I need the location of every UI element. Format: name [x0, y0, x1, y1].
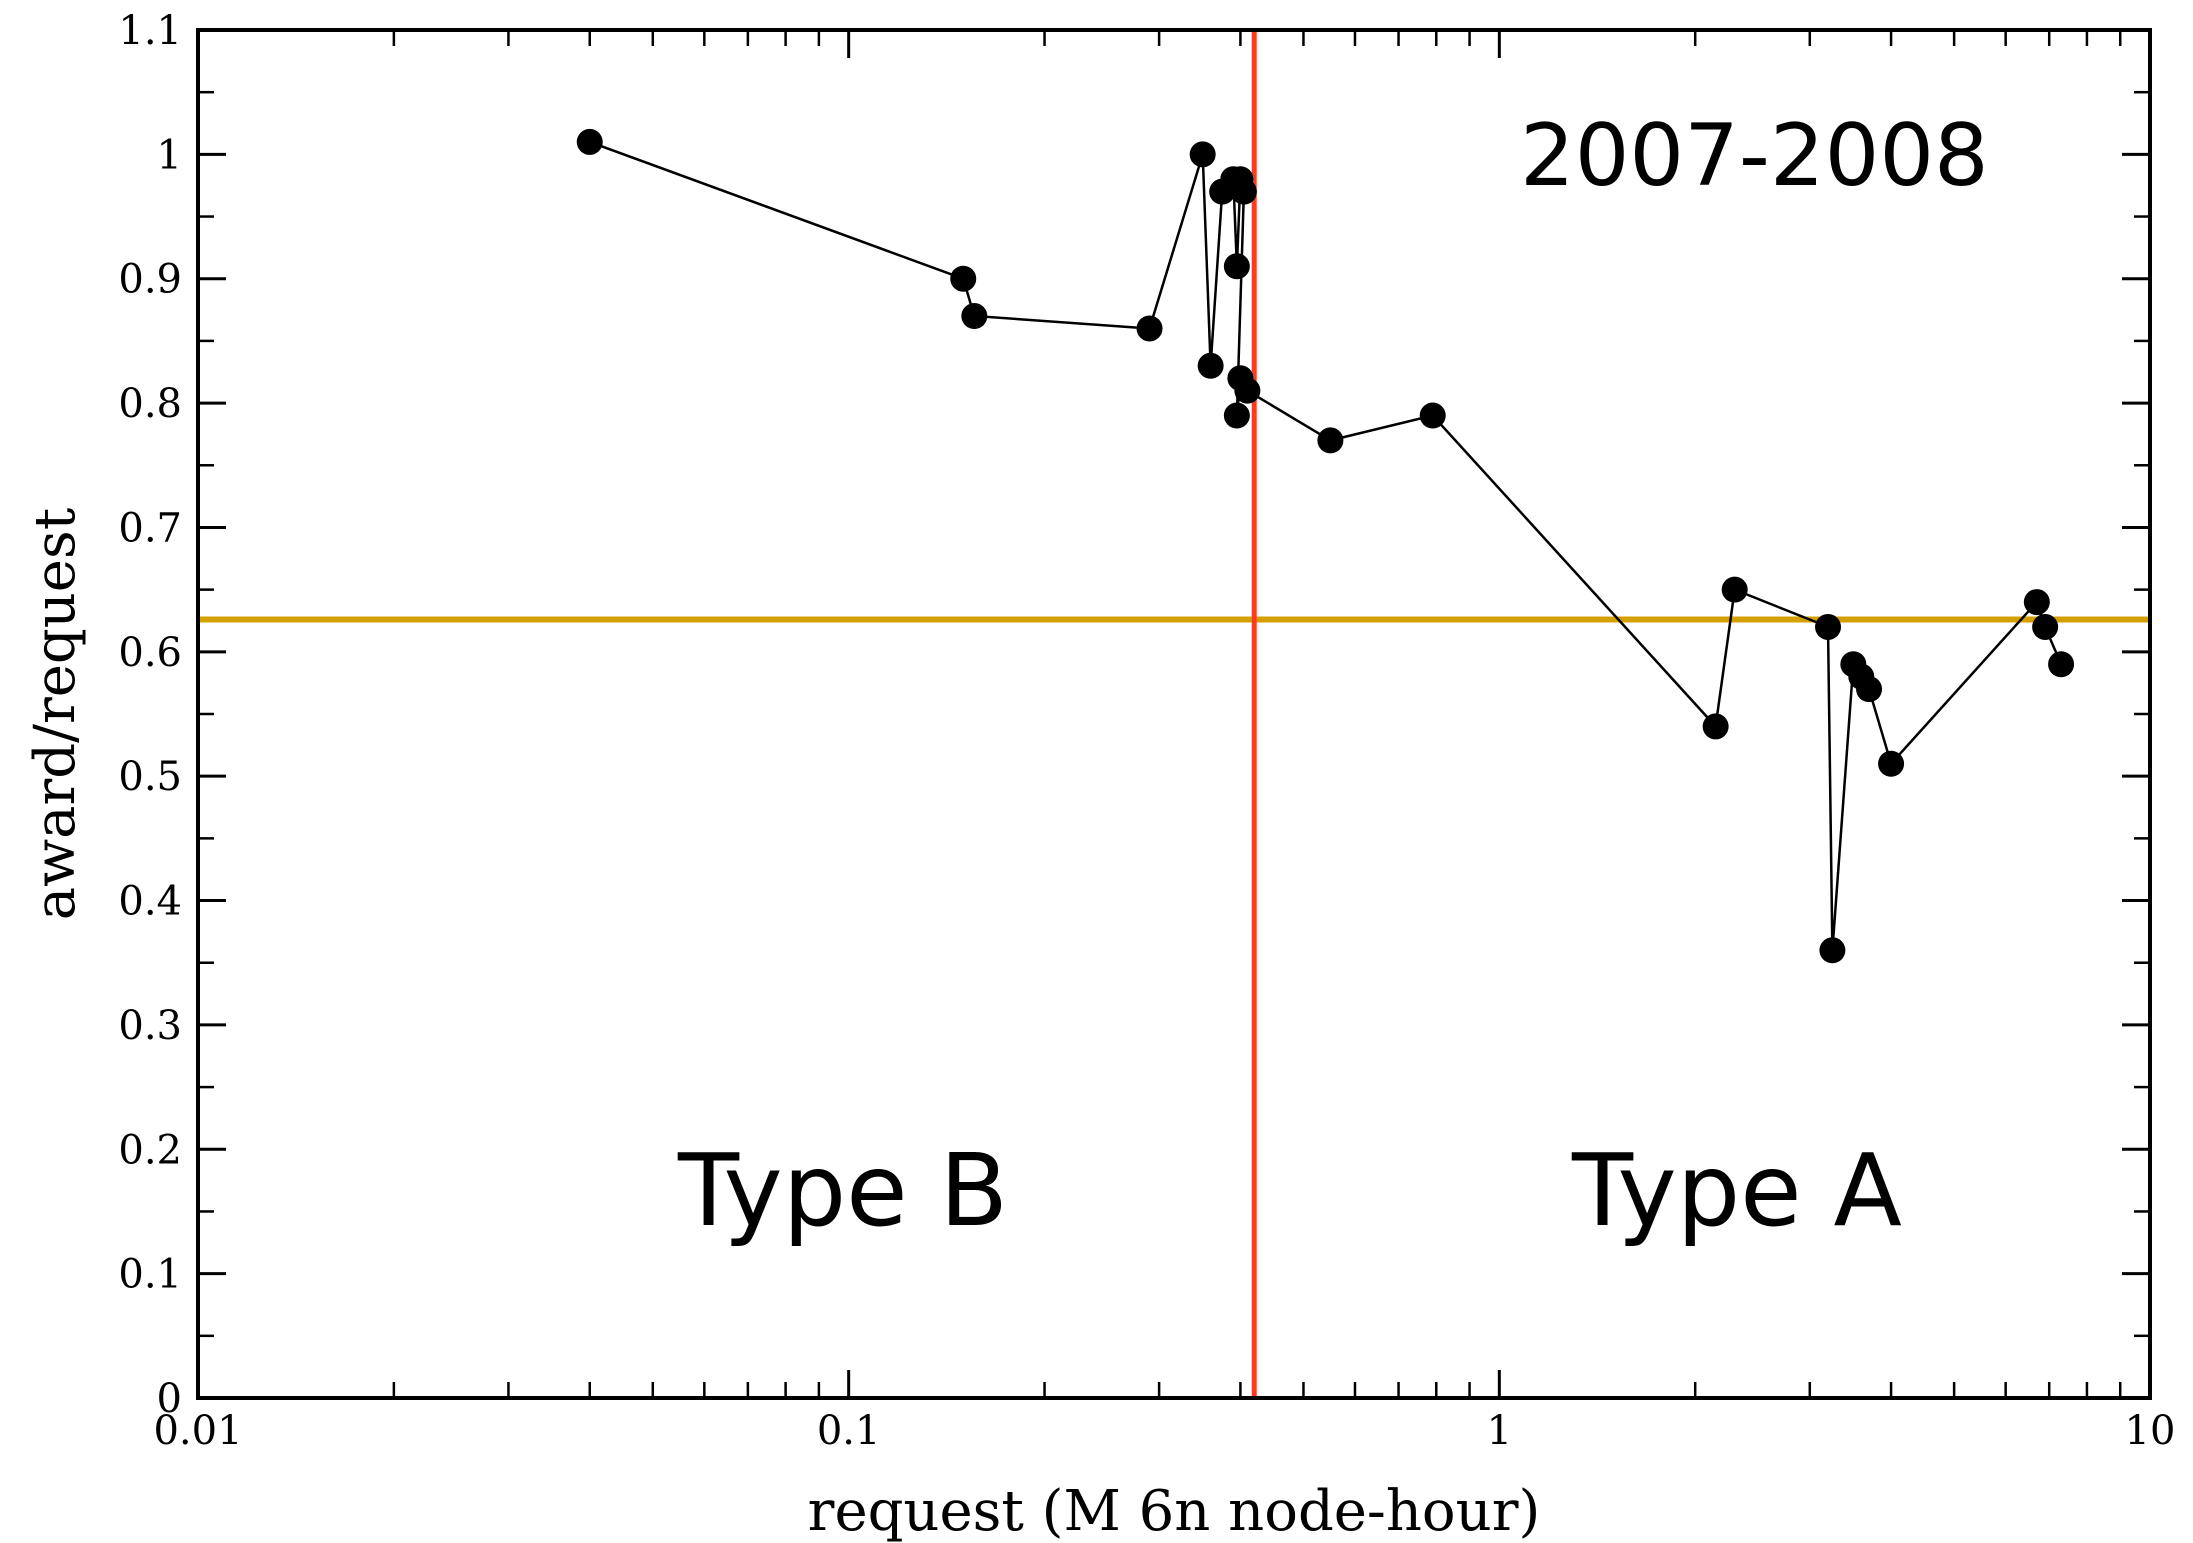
data-point [2023, 589, 2050, 616]
data-point [950, 265, 977, 292]
series-lines [589, 140, 2063, 951]
y-tick-label: 0.1 [118, 1252, 182, 1298]
series-line [589, 140, 2063, 951]
data-point [2032, 613, 2059, 640]
data-point [2048, 651, 2075, 678]
x-axis-ticks: 0.01 0.1 1 10 [153, 30, 2175, 1454]
data-point [1878, 750, 1905, 777]
data-point [1197, 352, 1224, 379]
y-tick-label: 0.5 [118, 754, 182, 800]
type-b-annotation: Type B [677, 1132, 1008, 1249]
data-point [1815, 613, 1842, 640]
data-point [961, 303, 988, 330]
data-point [1702, 713, 1729, 740]
data-point [1230, 178, 1257, 205]
y-tick-label: 1 [157, 132, 182, 178]
y-tick-label: 0 [157, 1376, 182, 1422]
type-a-annotation: Type A [1571, 1132, 1902, 1249]
y-tick-label: 0.6 [118, 630, 182, 676]
data-point [1136, 315, 1163, 342]
data-point [1234, 377, 1261, 404]
x-tick-label: 1 [1487, 1408, 1512, 1454]
y-tick-label: 0.2 [118, 1127, 182, 1173]
series-points [576, 128, 2075, 964]
y-tick-label: 0.9 [118, 257, 182, 303]
y-axis-title: award/request [23, 507, 88, 920]
data-point [1819, 937, 1846, 964]
x-tick-label: 0.01 [153, 1408, 242, 1454]
data-point [1721, 576, 1748, 603]
x-axis-title: request (M 6n node-hour) [808, 1479, 1541, 1543]
y-tick-label: 0.7 [118, 505, 182, 551]
data-point [576, 128, 603, 155]
x-tick-label: 0.1 [817, 1408, 881, 1454]
y-tick-label: 1.1 [118, 8, 182, 54]
data-point [1223, 402, 1250, 429]
data-point [1419, 402, 1446, 429]
data-point [1223, 253, 1250, 280]
y-tick-label: 0.4 [118, 879, 182, 925]
y-tick-label: 0.3 [118, 1003, 182, 1049]
y-tick-label: 0.8 [118, 381, 182, 427]
data-point [1189, 141, 1216, 168]
x-tick-label: 10 [2125, 1408, 2176, 1454]
data-point [1317, 427, 1344, 454]
data-point [1856, 676, 1883, 703]
y-axis-ticks: 0 0.1 0.2 0.3 0.4 0.5 0.6 0.7 0.8 0.9 1 1.1 [118, 8, 2150, 1422]
period-annotation: 2007-2008 [1520, 106, 1989, 206]
plot-frame [196, 28, 2152, 1400]
